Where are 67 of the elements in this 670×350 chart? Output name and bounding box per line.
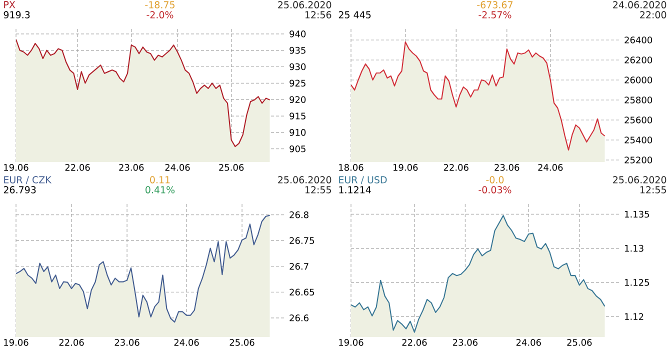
text: 25.06.2020	[278, 176, 332, 184]
text: 0.41%	[146, 186, 175, 194]
y-tick-label: 26400	[624, 36, 652, 44]
text: -0.0	[486, 176, 504, 184]
x-tick-label: 19.06	[4, 339, 28, 346]
y-tick-label: 26.75	[290, 237, 314, 244]
text: 0.11	[150, 176, 170, 184]
y-tick-label: 925	[290, 80, 306, 87]
text: 1.1214	[339, 186, 371, 194]
y-tick-label: 1.13	[625, 244, 644, 252]
x-tick-label: 23.06	[494, 164, 520, 171]
chart-title: PX	[4, 1, 16, 8]
x-tick-label: 23.06	[114, 339, 140, 346]
x-tick-label: 18.06	[339, 164, 364, 171]
y-tick-label: 25600	[624, 116, 652, 124]
text: 12:55	[305, 186, 331, 194]
x-tick-label: 24.06	[516, 339, 541, 346]
x-tick-label: 22.06	[444, 164, 468, 171]
chart-title: EUR / CZK	[4, 176, 52, 184]
y-tick-label: 26.6	[290, 314, 309, 322]
text: -2.0%	[146, 11, 174, 18]
y-tick-label: 25800	[624, 96, 652, 104]
y-tick-label: 930	[290, 63, 306, 70]
x-tick-label: 24.06	[174, 339, 199, 346]
x-tick-label: 22.06	[59, 339, 84, 346]
text: 12:55	[640, 186, 666, 194]
x-tick-label: 19.06	[4, 164, 28, 171]
text: 25 445	[338, 11, 371, 18]
y-tick-label: 935	[290, 46, 306, 54]
x-tick-label: 23.06	[119, 164, 144, 171]
y-tick-label: 26.65	[290, 288, 314, 296]
text: 919.3	[4, 11, 30, 18]
y-tick-label: 26.8	[290, 211, 308, 218]
text: 26.793	[4, 186, 36, 194]
x-tick-label: 22.06	[402, 339, 427, 346]
text: 24.06.2020	[613, 1, 666, 8]
text: -2.57%	[478, 11, 512, 18]
y-tick-label: 915	[290, 112, 306, 120]
y-tick-label: 1.135	[625, 210, 649, 218]
text: 22:00	[640, 11, 666, 18]
y-tick-label: 26.7	[290, 262, 308, 270]
x-tick-label: 24.06	[538, 164, 563, 171]
x-tick-label: 19.06	[339, 339, 364, 346]
x-tick-label: 25.06	[219, 164, 244, 171]
text: -0.03%	[478, 186, 512, 194]
y-tick-label: 940	[290, 30, 306, 38]
x-tick-label: 24.06	[165, 164, 190, 171]
x-tick-label: 19.06	[393, 164, 418, 171]
y-tick-label: 1.125	[625, 279, 649, 286]
text: 12:56	[305, 11, 332, 18]
y-tick-label: 910	[290, 129, 306, 136]
text: 25.06.2020	[278, 1, 332, 8]
text: -18.75	[145, 1, 174, 8]
y-tick-label: 920	[290, 96, 306, 103]
y-tick-label: 1.12	[625, 313, 644, 320]
x-tick-label: 23.06	[452, 339, 478, 346]
x-tick-label: 22.06	[65, 164, 90, 171]
x-tick-label: 25.06	[567, 339, 592, 346]
chart-title: EUR / USD	[339, 176, 387, 184]
y-tick-label: 25200	[624, 156, 652, 164]
y-tick-label: 26000	[624, 76, 652, 84]
y-tick-label: 26200	[624, 56, 652, 64]
x-tick-label: 25.06	[230, 339, 254, 346]
text: -673.67	[477, 1, 513, 8]
y-tick-label: 25400	[624, 136, 652, 144]
text: 25.06.2020	[613, 176, 666, 184]
y-tick-label: 905	[290, 145, 306, 152]
